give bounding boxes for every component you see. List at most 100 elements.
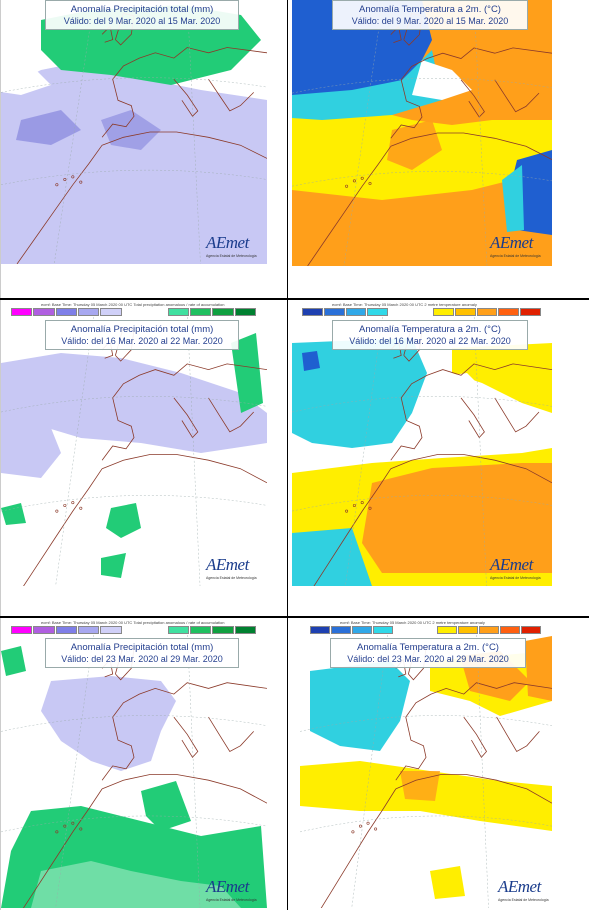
coastline [307, 12, 552, 266]
island-outline [79, 180, 83, 184]
legend-caption: ecmf: Base Time: Thursday 05 March 2020 … [340, 621, 485, 625]
warm-strong-area [400, 771, 440, 801]
wet-anomaly-area [231, 333, 263, 413]
wet-anomaly-area [1, 646, 26, 676]
map-title-box: Anomalía Precipitación total (mm) Válido:… [45, 638, 239, 668]
row2-divider [0, 616, 589, 618]
neutral-area [1, 65, 51, 95]
warm-area [452, 343, 552, 413]
legend-swatch [310, 626, 331, 634]
legend-swatch [11, 308, 33, 316]
map-title: Anomalía Temperatura a 2m. (°C) [359, 324, 501, 335]
wet-anomaly-area [1, 806, 267, 908]
graticule [1, 630, 267, 908]
cold-area [292, 338, 427, 448]
logo-text: AEmet [206, 233, 249, 252]
map-title-box: Anomalía Precipitación total (mm) Válido:… [45, 320, 239, 350]
legend-swatch [145, 308, 167, 316]
island-outline [55, 509, 59, 513]
map-title-box: Anomalía Precipitación total (mm) Válido:… [45, 0, 239, 30]
wet-anomaly-area [101, 553, 126, 578]
color-legend: ecmf: Base Time: Thursday 05 March 2020 … [1, 303, 267, 317]
island-outline [352, 179, 356, 183]
island-outline [63, 178, 67, 182]
aemet-logo: AEmet Agencia Estatal de Meteorología [498, 877, 552, 907]
legend-swatch [33, 308, 55, 316]
color-legend: ecmf: Base Time: Thursday 05 March 2020 … [292, 303, 552, 317]
map-title-box: Anomalía Temperatura a 2m. (°C) Válido: d… [330, 638, 526, 668]
legend-swatch [476, 308, 498, 316]
legend-swatch [499, 626, 520, 634]
legend-swatch [394, 626, 415, 634]
warm-area [430, 866, 465, 899]
legend-swatch [432, 308, 454, 316]
map-title: Anomalía Precipitación total (mm) [70, 642, 214, 653]
legend-swatch [415, 626, 436, 634]
island-outline [360, 176, 364, 180]
legend-swatch [167, 308, 189, 316]
row1-divider [0, 298, 589, 300]
island-outline [71, 821, 75, 825]
island-outline [79, 506, 83, 510]
map-title-box: Anomalía Temperatura a 2m. (°C) Válido: d… [332, 320, 528, 350]
map-validity: Válido: del 16 Mar. 2020 al 22 Mar. 2020 [61, 336, 223, 346]
legend-caption: ecmf: Base Time: Thursday 05 March 2020 … [41, 621, 225, 625]
legend-swatch [55, 626, 78, 634]
panel-temp-week2: ecmf: Base Time: Thursday 05 March 2020 … [292, 303, 552, 586]
color-legend: ecmf: Base Time: Thursday 05 March 2020 … [1, 621, 267, 635]
legend-swatch [352, 626, 373, 634]
legend-swatch [367, 308, 389, 316]
graticule [300, 630, 552, 908]
map-validity: Válido: del 16 Mar. 2020 al 22 Mar. 2020 [349, 336, 511, 346]
island-outline [358, 824, 362, 828]
anomaly-map [1, 621, 267, 908]
logo-text: AEmet [498, 877, 541, 896]
panel-precip-week2: ecmf: Base Time: Thursday 05 March 2020 … [1, 303, 267, 586]
panel-temp-week3: ecmf: Base Time: Thursday 05 March 2020 … [300, 621, 552, 908]
legend-swatch [411, 308, 432, 316]
dry-anomaly-area [1, 403, 61, 478]
logo-subtext: Agencia Estatal de Meteorología [490, 254, 541, 258]
legend-swatch [323, 308, 345, 316]
outer-border-left [0, 0, 1, 910]
legend-swatch [100, 626, 122, 634]
logo-subtext: Agencia Estatal de Meteorología [490, 576, 541, 580]
legend-swatch [78, 626, 100, 634]
anomaly-map [1, 0, 267, 264]
map-title: Anomalía Temperatura a 2m. (°C) [359, 4, 501, 15]
graticule [292, 0, 552, 266]
graticule [292, 312, 552, 586]
logo-text: AEmet [206, 555, 249, 574]
coastline [23, 326, 267, 586]
warm-strong-area [525, 636, 552, 701]
legend-swatch [302, 308, 323, 316]
island-outline [360, 501, 364, 505]
island-outline [63, 503, 67, 507]
island-outline [352, 503, 356, 507]
dry-anomaly-area [1, 353, 267, 453]
panel-precip-week1: Anomalía Precipitación total (mm) Válido:… [1, 0, 267, 264]
legend-swatch [520, 308, 541, 316]
anomaly-map [1, 303, 267, 586]
map-title-box: Anomalía Temperatura a 2m. (°C) Válido: d… [332, 0, 528, 30]
aemet-logo: AEmet Agencia Estatal de Meteorología [206, 877, 266, 907]
logo-subtext: Agencia Estatal de Meteorología [206, 254, 257, 258]
anomaly-map [292, 0, 552, 266]
panel-precip-week3: ecmf: Base Time: Thursday 05 March 2020 … [1, 621, 267, 908]
legend-swatch [212, 308, 234, 316]
neutral-area [412, 60, 472, 100]
middle-divider [287, 0, 288, 910]
island-outline [368, 506, 372, 510]
coastline [320, 644, 552, 908]
island-outline [71, 175, 75, 179]
logo-subtext: Agencia Estatal de Meteorología [206, 898, 257, 902]
island-outline [345, 184, 349, 188]
coastline [313, 326, 552, 586]
logo-text: AEmet [490, 555, 533, 574]
dry-anomaly-area [1, 60, 267, 264]
legend-swatch [454, 308, 476, 316]
island-outline [366, 821, 370, 825]
legend-swatch [373, 626, 394, 634]
legend-caption: ecmf: Base Time: Thursday 05 March 2020 … [332, 303, 477, 307]
legend-swatch [11, 626, 33, 634]
